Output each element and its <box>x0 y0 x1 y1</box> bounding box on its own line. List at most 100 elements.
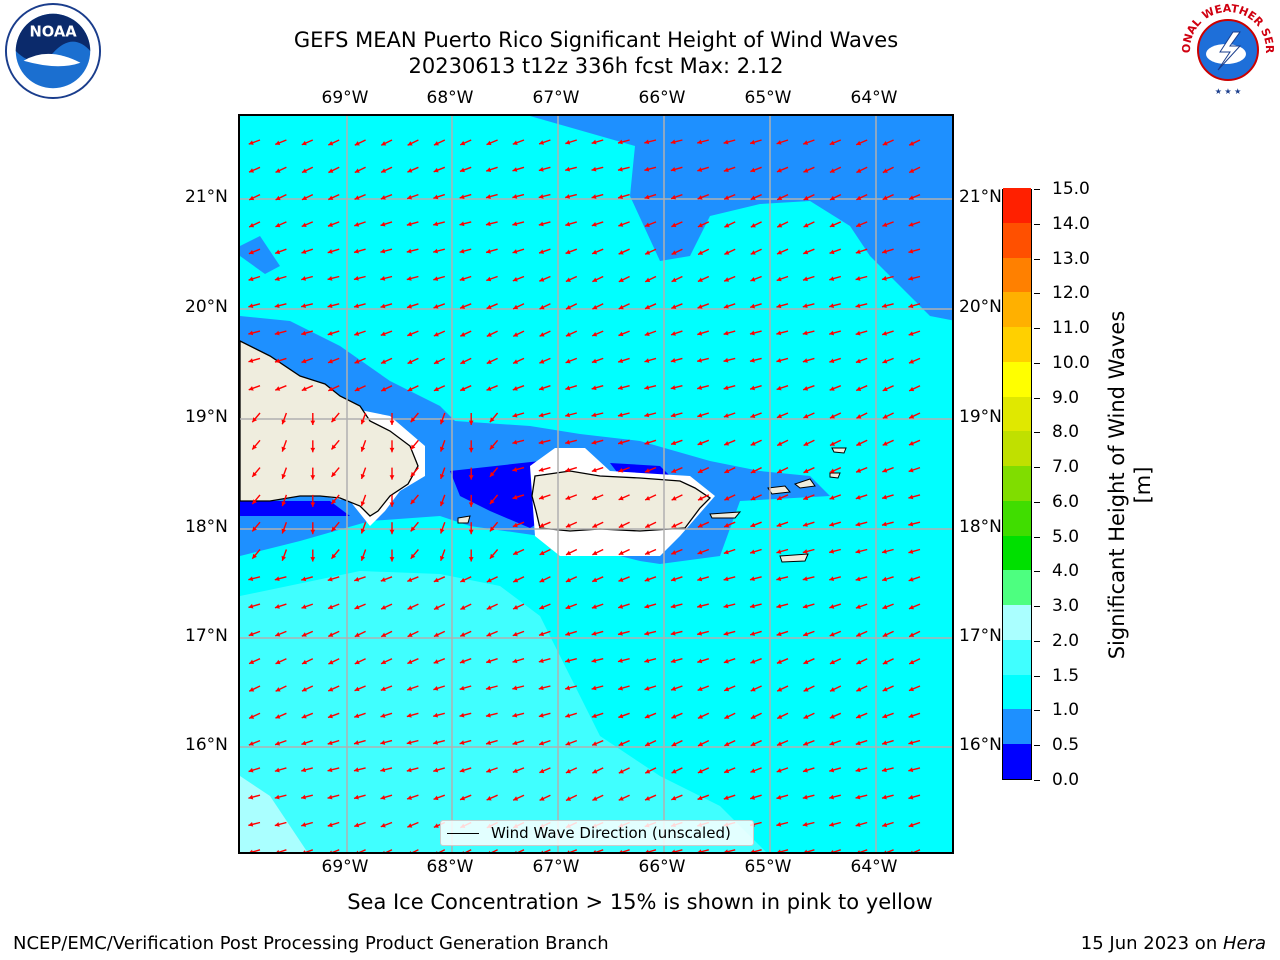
wave-direction-arrowhead <box>327 713 333 719</box>
wave-direction-arrowhead <box>565 249 571 255</box>
wave-direction-arrowhead <box>724 468 730 474</box>
chart-title: GEFS MEAN Puerto Rico Significant Height… <box>293 28 899 52</box>
wave-direction-arrowhead <box>252 553 257 559</box>
colorbar-tick <box>1034 397 1040 399</box>
wave-direction-arrowhead <box>512 386 518 391</box>
wind-wave-arrows <box>248 139 921 852</box>
wave-direction-arrowhead <box>565 631 571 636</box>
wave-direction-arrowhead <box>248 330 254 336</box>
wave-direction-arrowhead <box>777 714 783 719</box>
wave-direction-arrowhead <box>829 549 835 554</box>
lon-label-top-64w: 64°W <box>850 88 898 108</box>
wave-direction-arrowhead <box>697 277 703 282</box>
wave-direction-arrowhead <box>724 441 730 446</box>
lat-label-right-20n: 20°N <box>959 297 1002 317</box>
wave-direction-arrowhead <box>459 685 465 691</box>
wave-direction-arrowhead <box>381 359 387 364</box>
wave-direction-arrowhead <box>776 741 782 746</box>
wave-direction-arrowhead <box>671 741 677 747</box>
wave-direction-arrowhead <box>538 467 544 472</box>
wave-direction-arrowhead <box>670 385 676 390</box>
wave-direction-arrowhead <box>776 659 782 664</box>
wave-direction-arrowhead <box>592 523 598 528</box>
wave-direction-arrowhead <box>460 359 466 364</box>
wave-direction-arrowhead <box>468 420 474 425</box>
wave-direction-arrowhead <box>777 468 783 474</box>
wave-direction-arrowhead <box>460 577 466 583</box>
wave-direction-arrowhead <box>829 822 835 827</box>
wave-direction-arrowhead <box>565 495 571 500</box>
noaa-logo: NOAA <box>4 2 102 100</box>
wave-direction-arrowhead <box>592 304 598 310</box>
wave-direction-arrowhead <box>670 630 676 636</box>
wave-direction-arrowhead <box>749 330 755 336</box>
wave-direction-arrowhead <box>310 420 316 425</box>
wave-direction-arrowhead <box>856 713 862 719</box>
colorbar-tick <box>1034 328 1040 330</box>
wave-direction-arrowhead <box>670 603 676 609</box>
wave-direction-arrowhead <box>407 605 413 610</box>
wave-direction-arrowhead <box>908 822 914 828</box>
wave-direction-arrowhead <box>354 659 360 665</box>
wave-direction-arrow <box>859 849 868 852</box>
wave-direction-arrowhead <box>829 632 835 637</box>
wave-direction-arrowhead <box>410 526 416 532</box>
wave-direction-arrowhead <box>486 304 492 310</box>
wave-direction-arrowhead <box>909 141 915 146</box>
wave-direction-arrowhead <box>249 687 255 692</box>
wave-direction-arrowhead <box>645 741 651 747</box>
wave-direction-arrowhead <box>486 140 492 146</box>
lat-label-left-17n: 17°N <box>185 626 228 646</box>
wave-direction-arrowhead <box>439 473 445 479</box>
wave-direction-arrowhead <box>723 603 729 609</box>
wave-direction-arrowhead <box>389 529 395 535</box>
wave-direction-arrowhead <box>488 850 491 852</box>
wave-direction-arrowhead <box>433 221 439 227</box>
wave-direction-arrowhead <box>644 686 650 691</box>
wave-direction-arrowhead <box>381 659 387 665</box>
wave-direction-arrowhead <box>354 195 360 200</box>
colorbar-segment <box>1003 569 1031 606</box>
colorbar-segment <box>1003 500 1031 536</box>
wave-direction-arrowhead <box>618 523 624 528</box>
lon-label-bottom-69w: 69°W <box>321 857 369 877</box>
wave-direction-arrowhead <box>354 386 360 392</box>
wave-direction-arrowhead <box>383 850 385 852</box>
wave-direction-arrowhead <box>380 795 386 800</box>
wave-direction-arrowhead <box>776 385 782 391</box>
wave-direction-arrowhead <box>565 439 571 445</box>
wave-direction-arrowhead <box>777 687 783 692</box>
wave-direction-arrowhead <box>697 195 703 200</box>
wave-direction-arrowhead <box>618 222 624 227</box>
colorbar-tick-label: 4.0 <box>1052 561 1080 582</box>
wave-direction-arrowhead <box>486 796 492 801</box>
wave-direction-arrowhead <box>439 528 445 534</box>
wave-direction-arrowhead <box>592 550 598 555</box>
wave-direction-arrowhead <box>539 796 545 801</box>
wave-direction-arrowhead <box>830 687 835 692</box>
wave-direction-arrowhead <box>328 168 334 173</box>
colorbar-tick <box>1034 780 1040 781</box>
wave-direction-arrowhead <box>724 195 730 200</box>
colorbar <box>1002 187 1032 780</box>
wave-direction-arrowhead <box>354 632 360 637</box>
wave-direction-arrowhead <box>644 713 650 719</box>
wave-direction-arrowhead <box>830 441 836 446</box>
colorbar-tick <box>1034 223 1040 225</box>
wave-direction-arrowhead <box>671 550 677 555</box>
wave-direction-arrowhead <box>697 658 703 664</box>
wave-direction-arrowhead <box>855 303 861 308</box>
wave-direction-arrowhead <box>777 195 783 201</box>
wave-direction-arrowhead <box>908 248 914 254</box>
wave-direction-arrow <box>491 849 498 852</box>
wave-direction-arrowhead <box>618 358 624 364</box>
nws-logo: NATIONAL WEATHER SERVICE ★ ★ ★ <box>1178 2 1276 96</box>
wave-direction-arrowhead <box>776 603 782 609</box>
wave-direction-arrowhead <box>855 576 861 582</box>
wave-direction-arrowhead <box>406 767 412 773</box>
wave-direction-arrowhead <box>380 822 386 828</box>
colorbar-tick <box>1034 536 1040 538</box>
wave-direction-arrowhead <box>407 194 413 200</box>
wave-direction-arrowhead <box>380 713 386 718</box>
wave-direction-arrowhead <box>410 417 416 423</box>
